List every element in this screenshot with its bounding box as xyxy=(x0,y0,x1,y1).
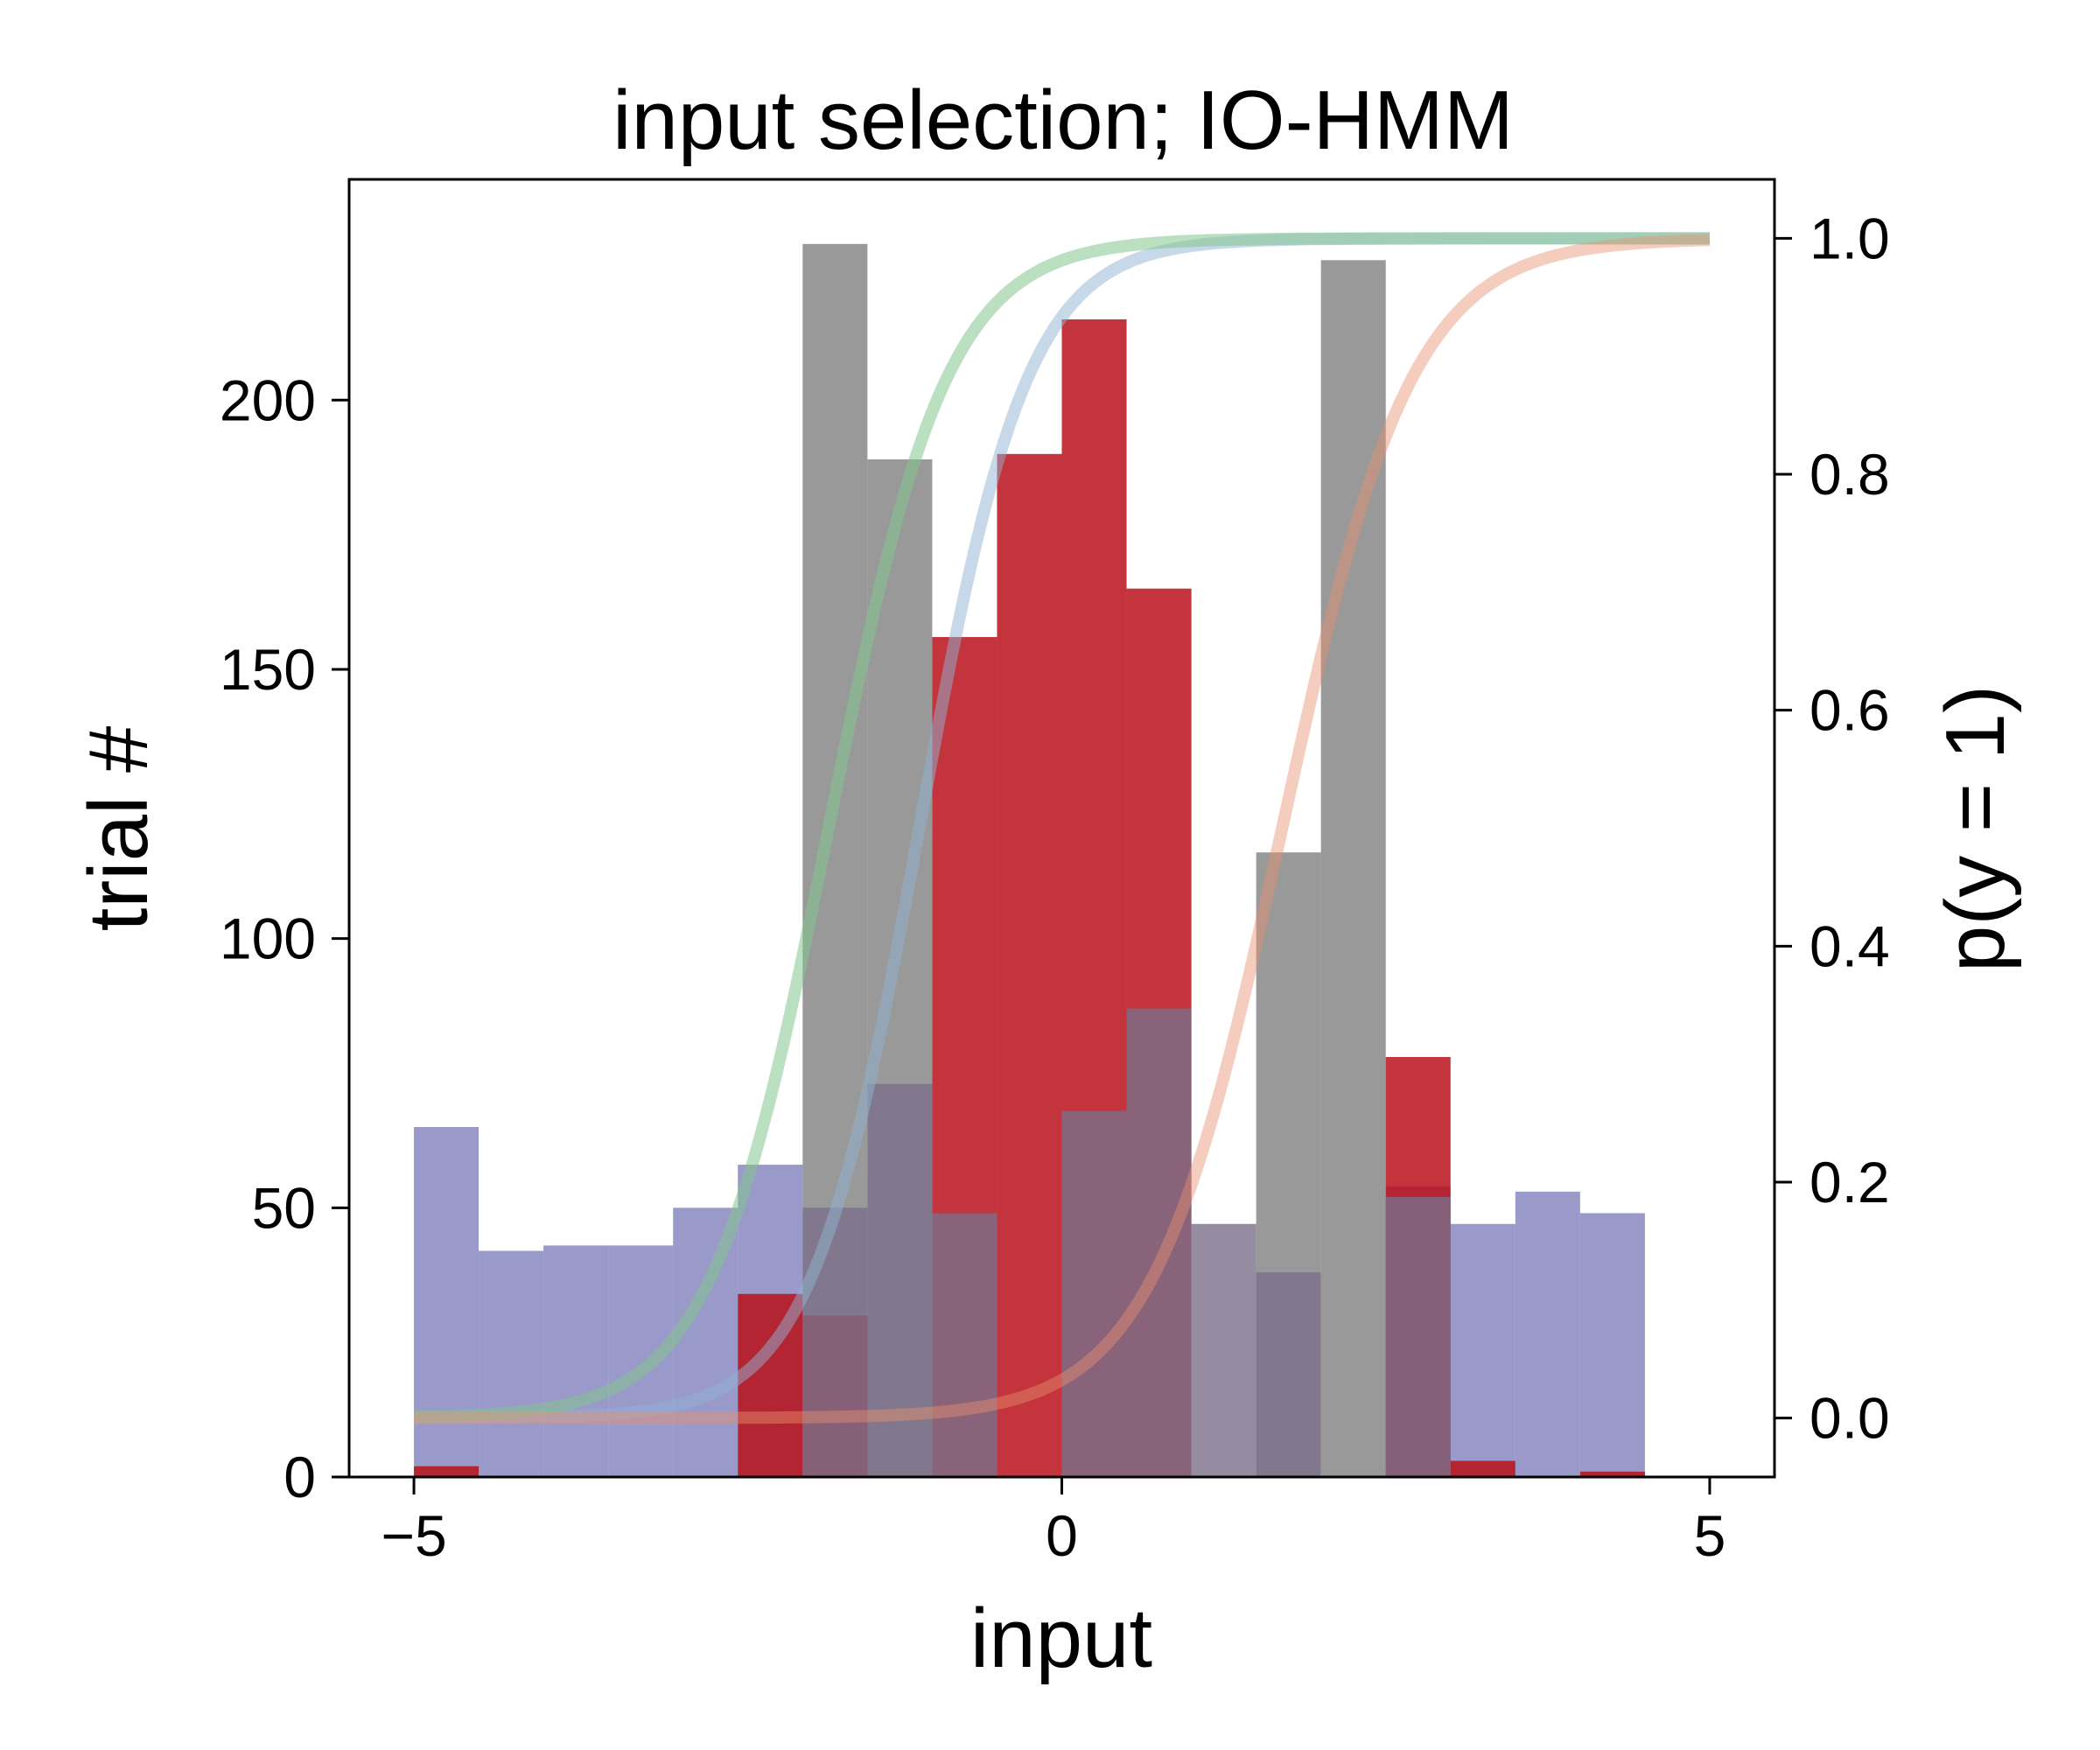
y-tick-label: 200 xyxy=(220,368,316,432)
histogram-bars xyxy=(414,243,1645,1478)
bar-series-4 xyxy=(1256,1272,1321,1477)
x-axis-label: input xyxy=(970,1592,1152,1685)
y-tick-label: 150 xyxy=(220,637,316,702)
bar-series-4 xyxy=(1385,1197,1451,1477)
right-y-tick-label: 0.4 xyxy=(1810,914,1890,978)
x-axis-ticks: −5 0 5 xyxy=(381,1477,1726,1568)
y-axis-ticks: 0 50 100 150 200 xyxy=(220,368,349,1509)
y-tick-label: 0 xyxy=(284,1445,316,1509)
psychometric-curves xyxy=(413,232,1711,1424)
x-tick-label: 5 xyxy=(1694,1503,1726,1568)
right-y-tick-label: 0.0 xyxy=(1810,1386,1890,1451)
right-y-tick-label: 0.2 xyxy=(1810,1150,1890,1214)
bar-series-4 xyxy=(802,1208,868,1477)
bar-series-4 xyxy=(867,1083,933,1477)
bar-series-1 xyxy=(479,1250,544,1477)
right-y-tick-label: 1.0 xyxy=(1810,206,1890,270)
bar-series-1 xyxy=(414,1127,480,1477)
bar-series-3 xyxy=(1579,1471,1645,1477)
bar-series-1 xyxy=(1579,1213,1645,1477)
bar-series-1 xyxy=(543,1245,609,1477)
right-y-axis-ticks: 0.0 0.2 0.4 0.6 0.8 1.0 xyxy=(1774,206,1890,1451)
bar-series-1 xyxy=(608,1245,674,1477)
right-y-axis-label: p(y = 1) xyxy=(1928,685,2022,972)
bar-series-3 xyxy=(997,453,1062,1478)
x-tick-label: −5 xyxy=(381,1503,446,1568)
right-y-tick-label: 0.6 xyxy=(1810,678,1890,743)
bar-series-1 xyxy=(1450,1223,1516,1477)
y-axis-label: trial # xyxy=(72,726,165,932)
bar-series-4 xyxy=(932,1213,998,1477)
right-y-tick-label: 0.8 xyxy=(1810,442,1890,507)
curve-3 xyxy=(414,234,1711,1424)
y-tick-label: 50 xyxy=(252,1175,316,1240)
bar-series-1 xyxy=(1515,1191,1580,1477)
x-tick-label: 0 xyxy=(1046,1503,1078,1568)
plot-area xyxy=(347,178,1776,1479)
bar-series-4 xyxy=(1061,1110,1127,1477)
bar-series-3 xyxy=(414,1466,480,1477)
y-tick-label: 100 xyxy=(220,906,316,971)
bar-series-4 xyxy=(1126,1008,1192,1477)
bar-series-3 xyxy=(1450,1460,1516,1477)
bar-series-4 xyxy=(1191,1223,1256,1477)
chart-title: input selection; IO-HMM xyxy=(612,74,1514,167)
curve-2 xyxy=(413,232,1710,1424)
bar-series-2 xyxy=(1320,260,1386,1477)
